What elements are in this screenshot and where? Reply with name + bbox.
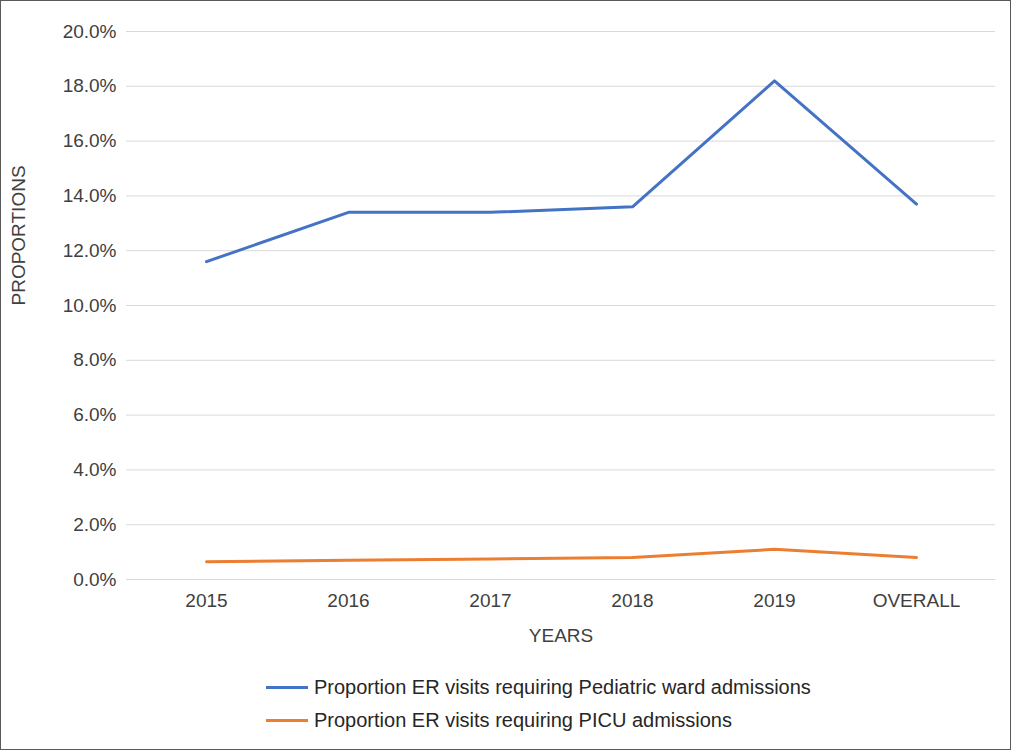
html-text:Proportion ER visits requiring: Proportion ER visits requiring Pediatric… — [314, 676, 811, 698]
svg-text:12.0%: 12.0% — [63, 240, 117, 261]
svg-text:8.0%: 8.0% — [73, 349, 116, 370]
svg-text:16.0%: 16.0% — [63, 130, 117, 151]
svg-text:2019: 2019 — [753, 590, 795, 611]
svg-text:4.0%: 4.0% — [73, 459, 116, 480]
svg-text:2015: 2015 — [185, 590, 227, 611]
svg-text:10.0%: 10.0% — [63, 295, 117, 316]
svg-text:2.0%: 2.0% — [73, 514, 116, 535]
svg-text:18.0%: 18.0% — [63, 75, 117, 96]
svg-text:0.0%: 0.0% — [73, 569, 116, 590]
html-text:Proportion ER visits requiring: Proportion ER visits requiring PICU admi… — [314, 709, 732, 731]
svg-text:14.0%: 14.0% — [63, 185, 117, 206]
svg-text:OVERALL: OVERALL — [873, 590, 961, 611]
svg-text:YEARS: YEARS — [529, 625, 593, 646]
svg-text:PROPORTIONS: PROPORTIONS — [8, 165, 29, 305]
svg-text:20.0%: 20.0% — [63, 21, 117, 42]
svg-text:6.0%: 6.0% — [73, 404, 116, 425]
svg-text:2016: 2016 — [327, 590, 369, 611]
svg-text:2018: 2018 — [611, 590, 653, 611]
svg-text:2017: 2017 — [469, 590, 511, 611]
